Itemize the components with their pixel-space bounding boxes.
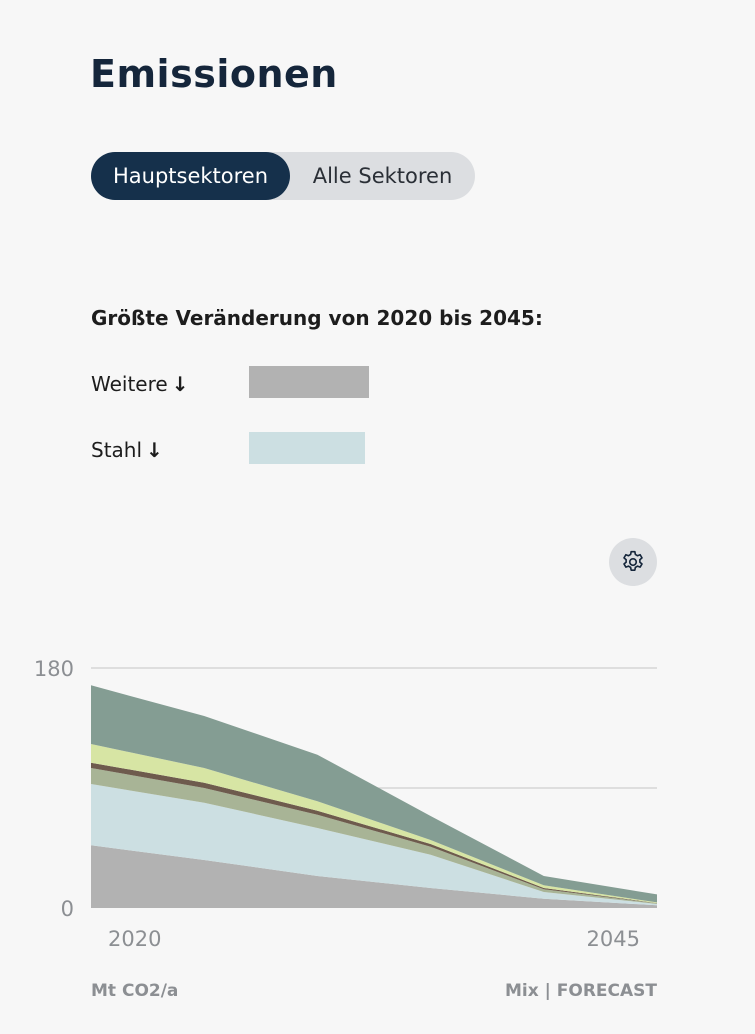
area-series-3 <box>91 762 657 904</box>
y-tick-label: 0 <box>61 897 74 921</box>
emissions-chart: 180 0 2020 2045 <box>34 657 657 950</box>
change-item-label: Stahl <box>91 438 143 462</box>
area-series-5 <box>91 685 657 903</box>
area-series-1 <box>91 784 657 906</box>
change-item-label: Weitere <box>91 372 168 396</box>
y-tick-label: 180 <box>34 657 74 681</box>
source-label: Mix | FORECAST <box>505 981 657 1001</box>
arrow-down-icon: ↓ <box>171 372 189 396</box>
sector-toggle: Hauptsektoren Alle Sektoren <box>91 152 475 200</box>
toggle-hauptsektoren[interactable]: Hauptsektoren <box>91 152 290 200</box>
area-series-2 <box>91 768 657 904</box>
arrow-down-icon: ↓ <box>146 438 163 462</box>
x-tick-label: 2020 <box>108 927 161 950</box>
chart-settings-button[interactable] <box>609 538 657 586</box>
area-series-0 <box>91 845 657 908</box>
page-title: Emissionen <box>90 52 338 96</box>
unit-label: Mt CO2/a <box>91 981 179 1001</box>
change-heading: Größte Veränderung von 2020 bis 2045: <box>91 306 543 330</box>
gear-icon <box>623 550 643 571</box>
change-item-weitere: Weitere ↓ <box>91 368 188 400</box>
change-item-stahl: Stahl ↓ <box>91 434 163 466</box>
toggle-alle-sektoren[interactable]: Alle Sektoren <box>312 164 453 188</box>
x-tick-label: 2045 <box>587 927 640 950</box>
area-series-4 <box>91 744 657 904</box>
change-bar-weitere <box>249 366 369 398</box>
change-bar-stahl <box>249 432 365 464</box>
